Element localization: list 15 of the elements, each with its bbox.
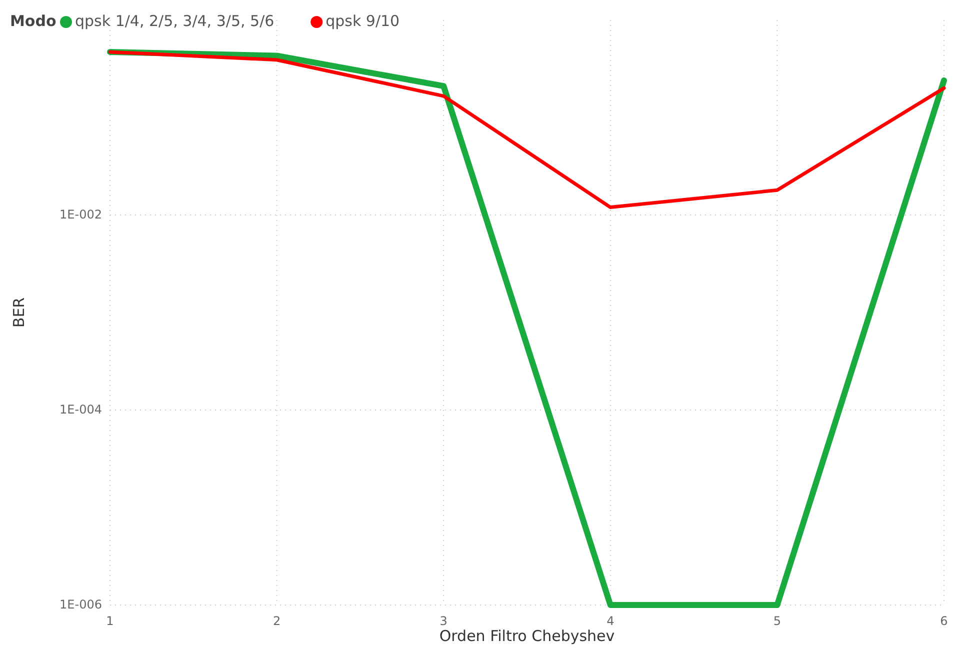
x-tick-label: 2 — [272, 614, 281, 628]
x-tick-label: 4 — [606, 614, 614, 628]
x-tick-label: 3 — [440, 614, 448, 628]
y-tick-label: 1E-002 — [60, 207, 102, 222]
x-axis-title: Orden Filtro Chebyshev — [439, 627, 615, 645]
y-axis-title: BER — [10, 297, 28, 328]
line-series — [108, 50, 946, 210]
x-tick-label: 1 — [106, 614, 114, 628]
legend-label: qpsk 1/4, 2/5, 3/4, 3/5, 5/6 — [75, 12, 274, 30]
x-tick-label: 6 — [940, 614, 948, 628]
legend-title: Modo — [10, 12, 56, 30]
y-tick-label: 1E-004 — [60, 402, 102, 416]
x-tick-label: 5 — [773, 614, 782, 628]
y-tick-label: 1E-006 — [60, 597, 102, 612]
legend-label: qpsk 9/10 — [326, 12, 400, 30]
